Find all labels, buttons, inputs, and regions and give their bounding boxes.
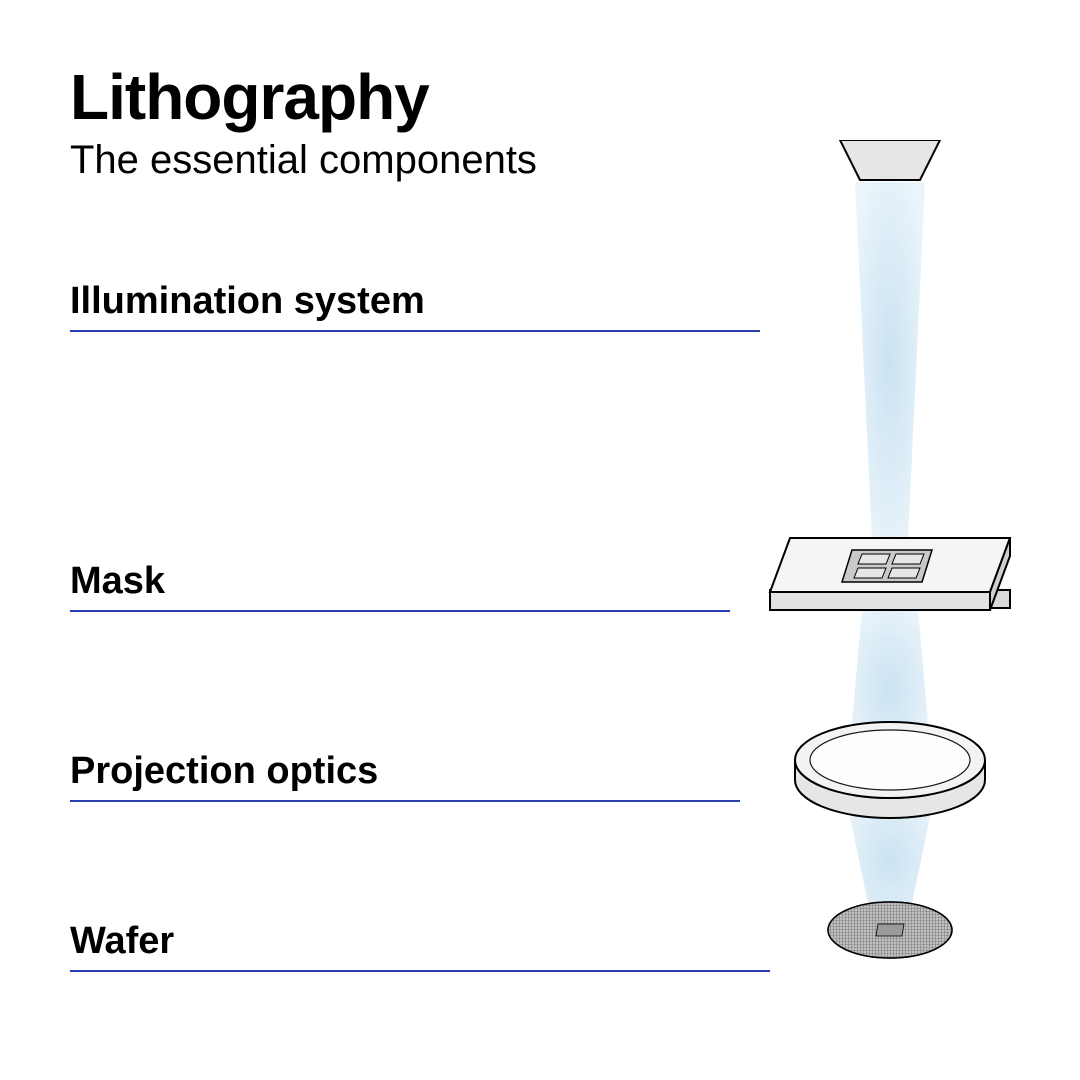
lithography-diagram: [740, 140, 1040, 1020]
label-illumination: Illumination system: [70, 280, 425, 329]
projection-lens-icon: [795, 722, 985, 818]
wafer-icon: [820, 896, 960, 966]
rule-optics: [70, 800, 740, 802]
page-title: Lithography: [70, 60, 429, 134]
mask-icon: [770, 538, 1010, 610]
rule-mask: [70, 610, 730, 612]
label-optics: Projection optics: [70, 750, 378, 799]
label-mask: Mask: [70, 560, 165, 609]
label-wafer: Wafer: [70, 920, 174, 969]
rule-illumination: [70, 330, 760, 332]
page-subtitle: The essential components: [70, 138, 537, 183]
beam-segment-1: [855, 182, 925, 540]
light-source-icon: [840, 140, 940, 180]
rule-wafer: [70, 970, 770, 972]
